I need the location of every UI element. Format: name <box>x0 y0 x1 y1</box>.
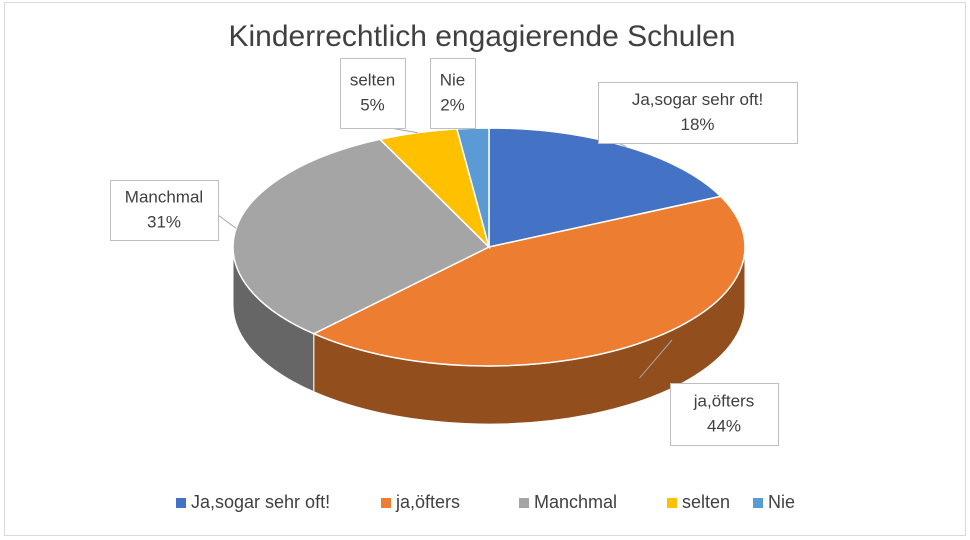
leader-line <box>639 339 673 379</box>
data-label-box <box>110 180 219 241</box>
data-label-value: 18% <box>680 115 714 134</box>
data-label-category: ja,öfters <box>693 391 754 410</box>
data-label-category: selten <box>350 70 395 89</box>
legend-label: Nie <box>768 492 795 512</box>
legend-label: selten <box>682 492 730 512</box>
legend-swatch <box>176 498 186 508</box>
legend-swatch <box>519 498 529 508</box>
legend-label: Manchmal <box>534 492 617 512</box>
data-label-category: Ja,sogar sehr oft! <box>632 90 763 109</box>
data-label-category: Manchmal <box>125 187 203 206</box>
legend-swatch <box>381 498 391 508</box>
pie-slice <box>232 138 491 335</box>
legend-swatch <box>753 498 763 508</box>
data-label-value: 5% <box>360 95 385 114</box>
chart-title: Kinderrechtlich engagierende Schulen <box>228 20 735 53</box>
legend-label: Ja,sogar sehr oft! <box>191 492 330 512</box>
data-label-box <box>598 82 798 144</box>
data-label-value: 31% <box>147 212 181 231</box>
data-label-category: Nie <box>440 70 466 89</box>
data-label-box <box>430 58 476 129</box>
legend-swatch <box>667 498 677 508</box>
pie-slice <box>311 195 746 367</box>
legend-label: ja,öfters <box>395 492 460 512</box>
data-label-value: 2% <box>440 95 465 114</box>
leader-line <box>217 214 237 229</box>
data-label-box <box>340 58 406 129</box>
data-label-value: 44% <box>707 416 741 435</box>
data-label-box <box>670 383 779 446</box>
